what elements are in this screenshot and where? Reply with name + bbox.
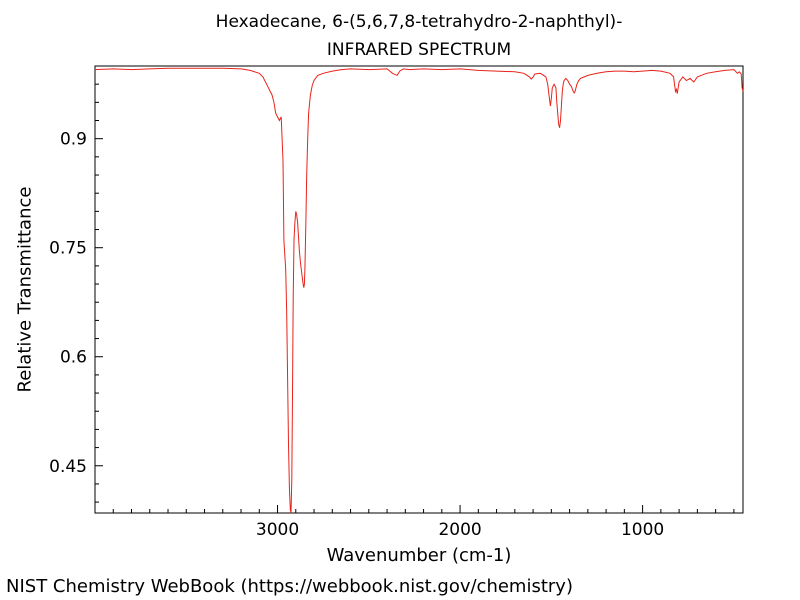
y-tick-label: 0.9 <box>60 130 87 150</box>
y-tick-label: 0.75 <box>49 239 87 259</box>
chart-subtitle: INFRARED SPECTRUM <box>326 40 512 60</box>
x-tick-label: 3000 <box>256 520 299 540</box>
x-tick-label: 2000 <box>438 520 481 540</box>
chart-title: Hexadecane, 6-(5,6,7,8-tetrahydro-2-naph… <box>215 12 623 32</box>
y-tick-label: 0.45 <box>49 457 87 477</box>
x-tick-label: 1000 <box>621 520 664 540</box>
plot-frame <box>94 65 744 514</box>
y-tick-label: 0.6 <box>60 348 87 368</box>
source-credit: NIST Chemistry WebBook (https://webbook.… <box>6 576 573 597</box>
tick-labels: 3000 2000 1000 0.45 0.6 0.75 0.9 <box>49 130 664 540</box>
y-axis-label: Relative Transmittance <box>14 187 35 393</box>
spectrum-line <box>94 67 744 514</box>
x-axis-label: Wavenumber (cm-1) <box>327 545 512 566</box>
axis-ticks <box>95 83 735 513</box>
